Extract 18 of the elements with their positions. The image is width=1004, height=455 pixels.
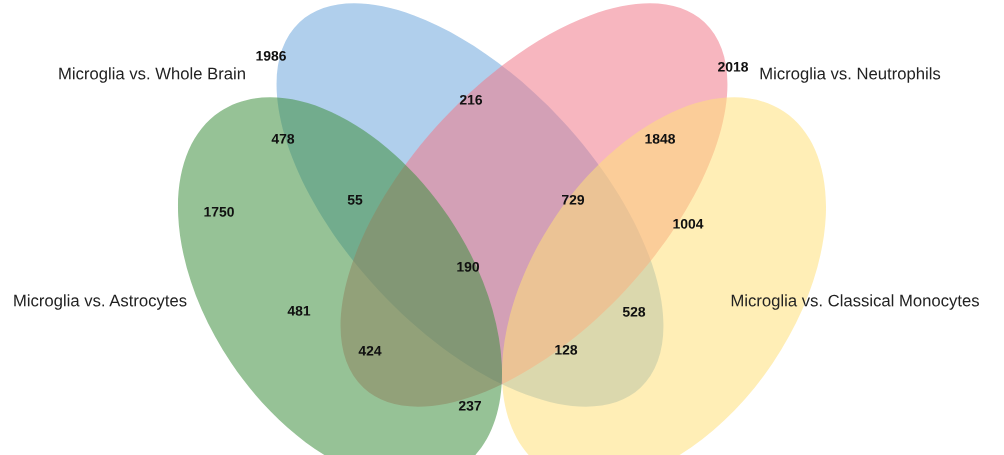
text: Microglia vs. Neutrophils [760,67,941,83]
data-label: 528 [622,306,646,317]
data-label: 216 [459,94,483,105]
data-label: 1848 [645,133,676,144]
data-label: 128 [555,344,578,355]
data-label: 237 [458,400,481,411]
data-label: 1750 [204,206,234,217]
text: Microglia vs. Whole Brain [59,67,245,83]
data-label: 2018 [718,61,749,72]
data-label: 729 [562,194,585,205]
data-label: 424 [358,345,382,356]
text: Microglia vs. Classical Monocytes [731,294,979,310]
data-label: 1004 [673,218,704,229]
data-label: 478 [271,133,295,144]
data-label: 481 [287,305,311,316]
data-label: 55 [347,195,363,205]
data-label: 1986 [256,50,286,61]
text: Microglia vs. Astrocytes [14,294,187,310]
